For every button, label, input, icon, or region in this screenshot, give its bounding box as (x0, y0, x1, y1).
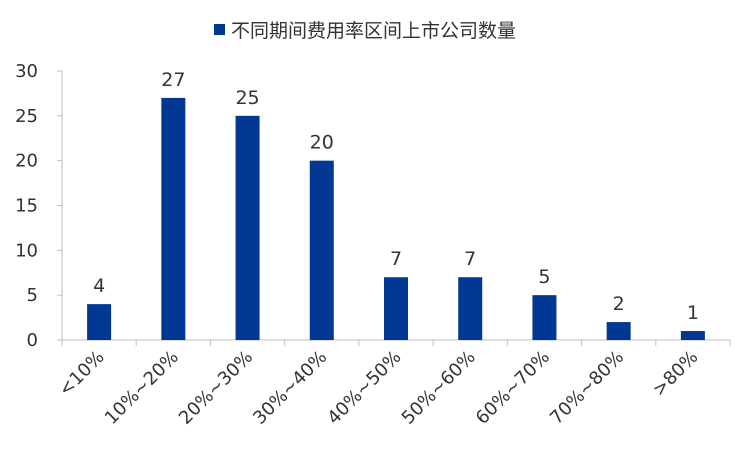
legend-swatch (214, 24, 225, 35)
bars (87, 97, 705, 341)
bar (384, 277, 408, 340)
bar (235, 115, 260, 340)
legend: 不同期间费用率区间上市公司数量 (214, 20, 516, 42)
y-tick-label: 5 (27, 285, 38, 306)
data-labels: 4 27 25 20 7 7 5 2 1 (93, 69, 699, 324)
x-tick-label: <10% (55, 347, 109, 401)
data-label: 5 (538, 266, 550, 288)
x-tick-label: 30%~40% (249, 347, 331, 429)
bar (532, 295, 557, 340)
data-label: 2 (613, 293, 625, 315)
axes: 051015202530<10%10%~20%20%~30%30%~40%40%… (15, 61, 731, 429)
x-tick-label: >80% (649, 347, 703, 401)
legend-label: 不同期间费用率区间上市公司数量 (231, 20, 516, 42)
x-tick-label: 40%~50% (323, 347, 405, 429)
x-tick-label: 70%~80% (546, 347, 628, 429)
y-tick-label: 20 (15, 151, 38, 172)
data-label: 7 (464, 248, 476, 270)
x-tick-label: 50%~60% (398, 347, 480, 429)
bar (606, 322, 631, 340)
y-tick-label: 15 (15, 196, 38, 217)
data-label: 25 (235, 87, 259, 109)
y-tick-label: 0 (27, 330, 38, 351)
x-tick-label: 20%~30% (175, 347, 257, 429)
bar (161, 97, 186, 341)
bar (680, 331, 705, 340)
bar (458, 277, 483, 340)
y-tick-label: 30 (15, 61, 38, 82)
x-tick-label: 60%~70% (472, 347, 554, 429)
data-label: 4 (93, 275, 105, 297)
x-tick-label: 10%~20% (101, 347, 183, 429)
data-label: 1 (687, 302, 699, 324)
data-label: 27 (161, 69, 185, 91)
data-label: 20 (310, 132, 334, 154)
bar (87, 304, 112, 340)
bar (309, 160, 334, 340)
y-tick-label: 10 (15, 240, 38, 261)
data-label: 7 (390, 248, 402, 270)
y-tick-label: 25 (15, 106, 38, 127)
